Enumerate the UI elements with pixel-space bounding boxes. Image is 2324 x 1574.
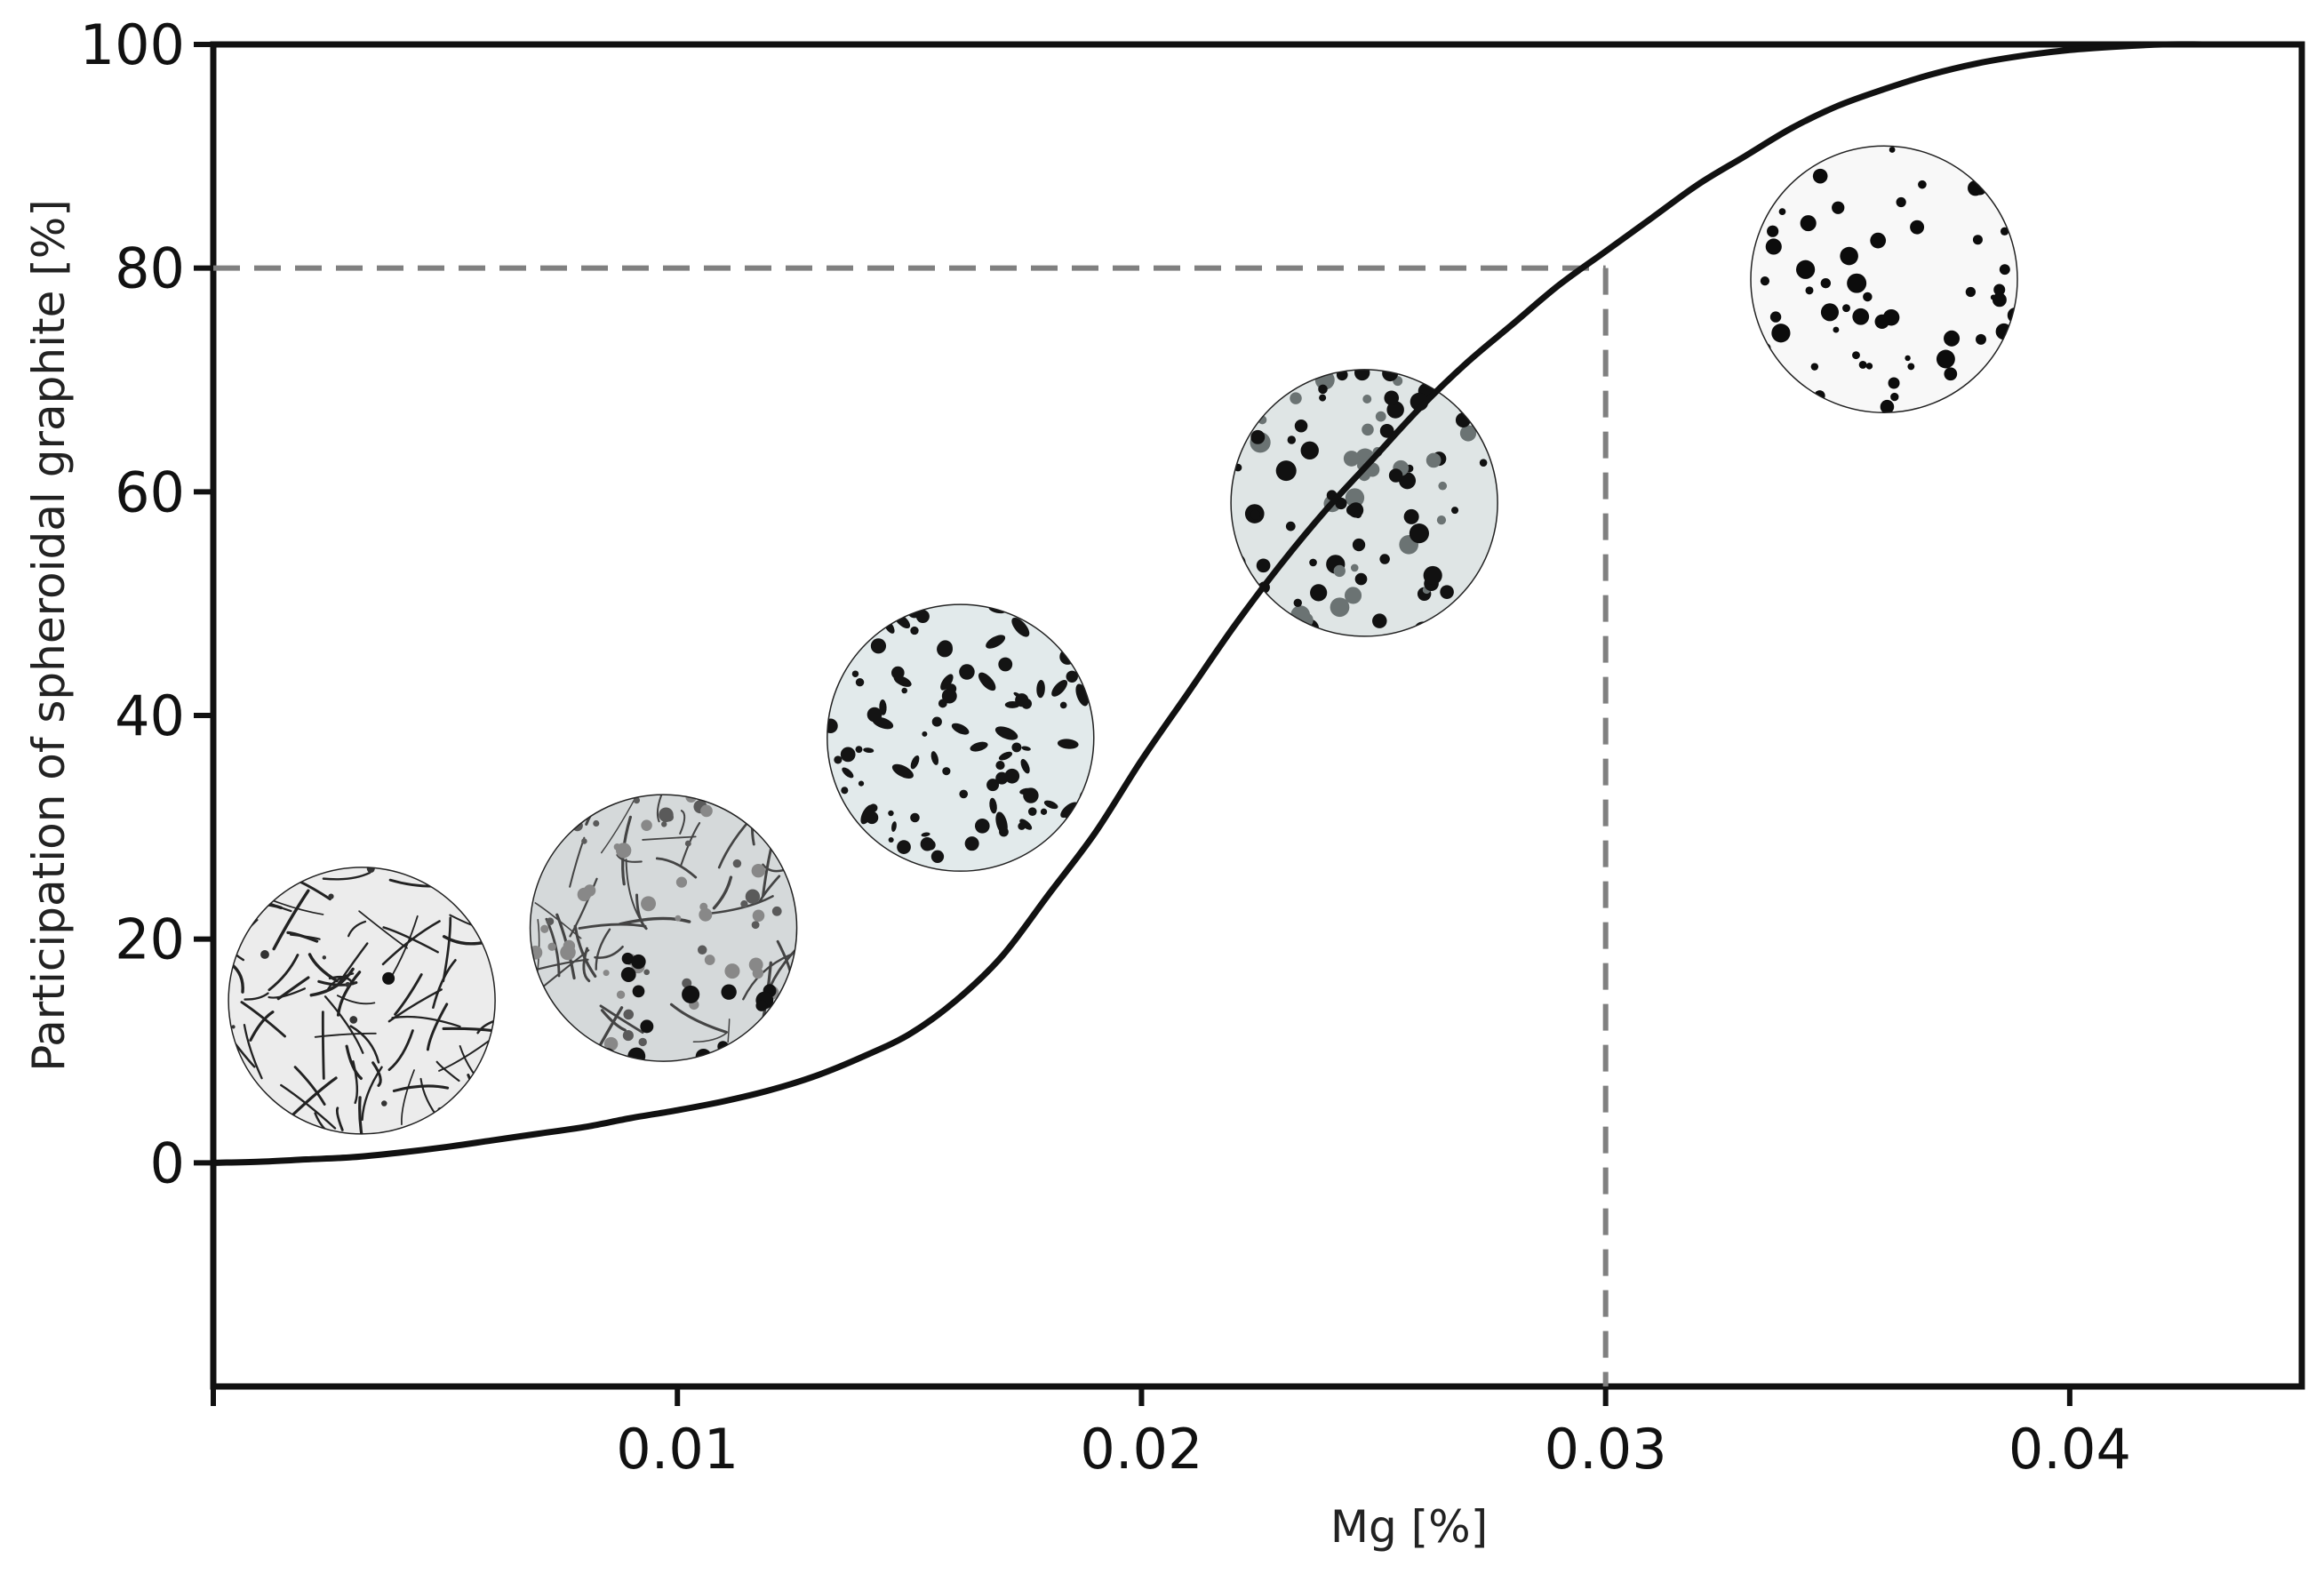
y-axis-label: Participation of spheroidal graphite [%] <box>23 199 75 1072</box>
reference-lines <box>213 265 1609 1386</box>
x-tick-label: 0.02 <box>1080 1417 1202 1482</box>
x-tick-label: 0.04 <box>2009 1417 2131 1482</box>
x-tick-label: 0.03 <box>1545 1417 1667 1482</box>
micrograph-inset <box>530 795 797 1062</box>
y-tick-label: 100 <box>80 12 185 77</box>
series-line <box>210 41 2305 1166</box>
inset-outline <box>228 867 496 1135</box>
micrograph-inset <box>827 604 1094 872</box>
inset-outline <box>827 603 1095 872</box>
y-tick-label: 0 <box>150 1131 185 1195</box>
inset-outline <box>529 794 798 1062</box>
y-tick-label: 40 <box>115 683 185 748</box>
y-tick-label: 20 <box>115 907 185 972</box>
y-tick-label: 60 <box>115 459 185 524</box>
micrograph-inset <box>228 867 496 1134</box>
y-tick-label: 80 <box>115 236 185 301</box>
micrograph-inset <box>1751 146 2017 413</box>
x-axis-label: Mg [%] <box>1330 1501 1488 1553</box>
x-tick-label: 0.01 <box>616 1417 739 1482</box>
inset-outline <box>1750 145 2018 413</box>
micrograph-inset <box>1231 369 1498 636</box>
ticks-group: 0 20 40 60 80 100 0.01 0.02 0.03 0.04 <box>80 12 2131 1482</box>
inset-outline <box>1230 369 1498 637</box>
curve-group <box>210 41 2305 1166</box>
micrograph-insets <box>228 145 2018 1135</box>
